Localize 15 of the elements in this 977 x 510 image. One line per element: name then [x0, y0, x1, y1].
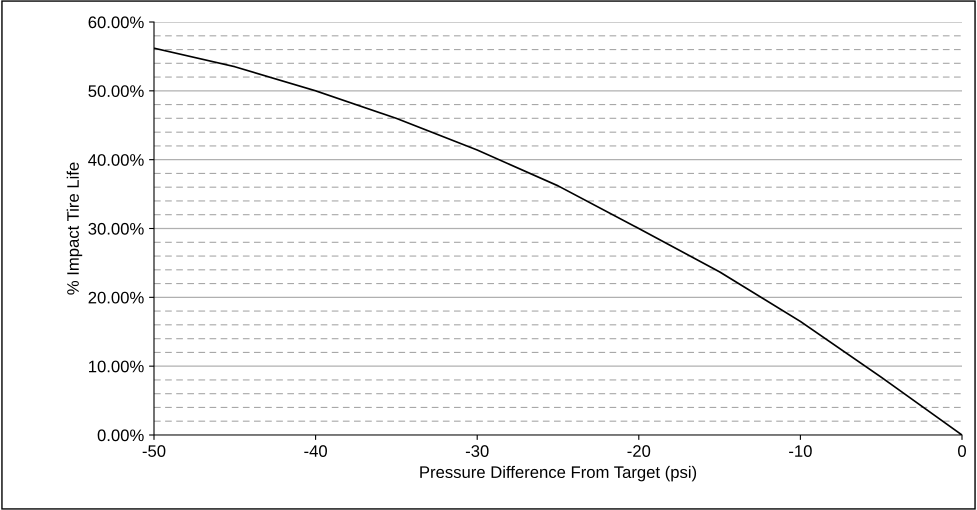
x-axis-title: Pressure Difference From Target (psi) [420, 466, 696, 482]
x-tick-label: -10 [789, 445, 812, 457]
y-tick-label: 10.00% [89, 360, 144, 372]
x-tick-label: -30 [466, 445, 489, 457]
y-tick-label: 30.00% [88, 222, 144, 235]
x-tick-label: -20 [627, 445, 650, 457]
y-tick-label: 20.00% [88, 292, 144, 304]
x-tick-label: 0 [958, 445, 966, 457]
y-tick-label: 50.00% [88, 85, 144, 98]
y-tick-label: 0.00% [98, 429, 144, 442]
x-tick-label: -40 [304, 445, 327, 457]
y-tick-label: 40.00% [88, 154, 144, 166]
x-tick-label: -50 [142, 445, 166, 457]
y-axis-title: % Impact Tire Life [66, 162, 82, 295]
y-tick-label: 60.00% [88, 16, 144, 28]
